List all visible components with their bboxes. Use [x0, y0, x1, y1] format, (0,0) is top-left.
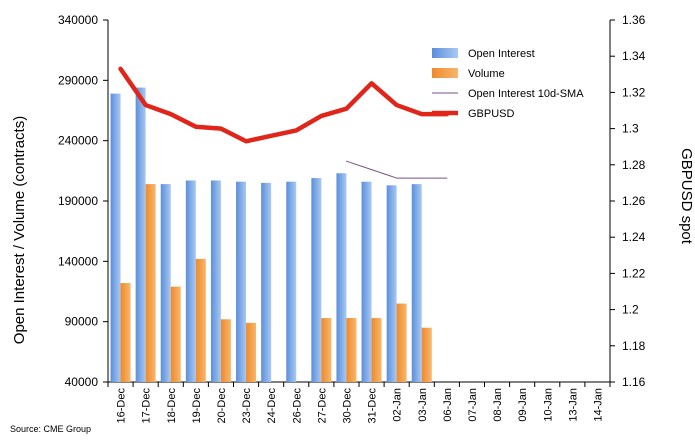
x-tick-label: 18-Dec: [166, 388, 178, 424]
x-tick-label: 06-Jan: [442, 388, 454, 422]
volume-bar: [246, 322, 257, 382]
right-tick-label: 1.28: [622, 158, 646, 172]
open-interest-bar: [261, 182, 272, 382]
left-tick-label: 40000: [65, 375, 99, 389]
volume-bar: [120, 283, 131, 382]
right-y-axis: 1.36 1.34 1.32 1.3 1.28 1.26 1.24 1.22 1.2 1.18 1.…: [609, 13, 646, 389]
right-tick-label: 1.2: [622, 303, 639, 317]
right-tick-label: 1.34: [622, 49, 646, 63]
open-interest-bar: [210, 180, 221, 382]
bar-series: [110, 87, 432, 383]
open-interest-bar: [336, 173, 347, 382]
y-axis-right-title: GBPUSD spot: [678, 148, 695, 245]
x-tick-label: 27-Dec: [316, 388, 328, 424]
left-tick-label: 140000: [58, 254, 98, 268]
open-interest-bar: [286, 181, 297, 382]
volume-bar: [321, 318, 332, 382]
x-tick-label: 10-Jan: [542, 388, 554, 422]
open-interest-bar: [160, 184, 171, 382]
x-tick-label: 26-Dec: [291, 388, 303, 424]
right-tick-label: 1.16: [622, 375, 646, 389]
open-interest-bar: [236, 181, 247, 382]
x-tick-label: 23-Dec: [241, 388, 253, 424]
left-tick-label: 240000: [58, 134, 98, 148]
x-tick-label: 20-Dec: [216, 388, 228, 424]
x-tick-label: 31-Dec: [367, 388, 379, 424]
x-axis: 16-Dec 17-Dec 18-Dec 19-Dec 20-Dec 23-Dec 24-D…: [107, 381, 611, 424]
left-y-axis: 340000 290000 240000 190000 140000 90000 40000: [58, 13, 109, 389]
left-tick-label: 190000: [58, 194, 98, 208]
volume-bar: [145, 184, 156, 382]
open-interest-bar: [311, 178, 322, 382]
right-tick-label: 1.26: [622, 194, 646, 208]
open-interest-bar: [110, 93, 121, 383]
line-series: [118, 66, 450, 179]
legend: Open Interest Volume Open Interest 10d-SMA…: [432, 48, 584, 120]
open-interest-sma-line: [345, 160, 448, 179]
x-tick-label: 03-Jan: [417, 388, 429, 422]
x-tick-label: 07-Jan: [467, 388, 479, 422]
y-axis-left-title: Open Interest / Volume (contracts): [11, 116, 28, 344]
x-tick-label: 14-Jan: [592, 388, 604, 422]
legend-swatch-volume: [432, 68, 458, 78]
volume-bar: [371, 318, 382, 382]
right-tick-label: 1.22: [622, 266, 646, 280]
legend-label-sma: Open Interest 10d-SMA: [468, 88, 584, 100]
x-tick-label: 24-Dec: [266, 388, 278, 424]
open-interest-bar: [386, 185, 397, 382]
left-tick-label: 290000: [58, 73, 98, 87]
right-tick-label: 1.24: [622, 230, 646, 244]
volume-bar: [170, 286, 181, 382]
x-tick-label: 09-Jan: [517, 388, 529, 422]
x-tick-label: 17-Dec: [141, 388, 153, 424]
x-tick-label: 13-Jan: [567, 388, 579, 422]
open-interest-bar: [185, 180, 196, 382]
x-tick-label: 30-Dec: [341, 388, 353, 424]
right-tick-label: 1.32: [622, 85, 646, 99]
legend-swatch-open-interest: [432, 48, 458, 58]
legend-label-gbpusd: GBPUSD: [468, 108, 515, 120]
right-tick-label: 1.18: [622, 339, 646, 353]
x-tick-label: 19-Dec: [191, 388, 203, 424]
volume-bar: [421, 327, 432, 382]
x-tick-label: 08-Jan: [492, 388, 504, 422]
volume-bar: [220, 319, 231, 382]
left-tick-label: 90000: [65, 315, 99, 329]
open-interest-bar: [411, 184, 422, 382]
open-interest-bar: [135, 87, 146, 382]
right-tick-label: 1.36: [622, 13, 646, 27]
x-tick-label: 16-Dec: [116, 388, 128, 424]
volume-bar: [346, 318, 357, 382]
volume-bar: [195, 258, 206, 382]
x-tick-label: 02-Jan: [392, 388, 404, 422]
gbpusd-line: [118, 66, 450, 144]
left-tick-label: 340000: [58, 13, 98, 27]
right-tick-label: 1.3: [622, 122, 639, 136]
open-interest-bar: [361, 181, 372, 382]
legend-label-volume: Volume: [468, 68, 505, 80]
source-note: Source: CME Group: [10, 424, 92, 434]
volume-bar: [396, 303, 407, 382]
legend-label-open-interest: Open Interest: [468, 48, 535, 60]
